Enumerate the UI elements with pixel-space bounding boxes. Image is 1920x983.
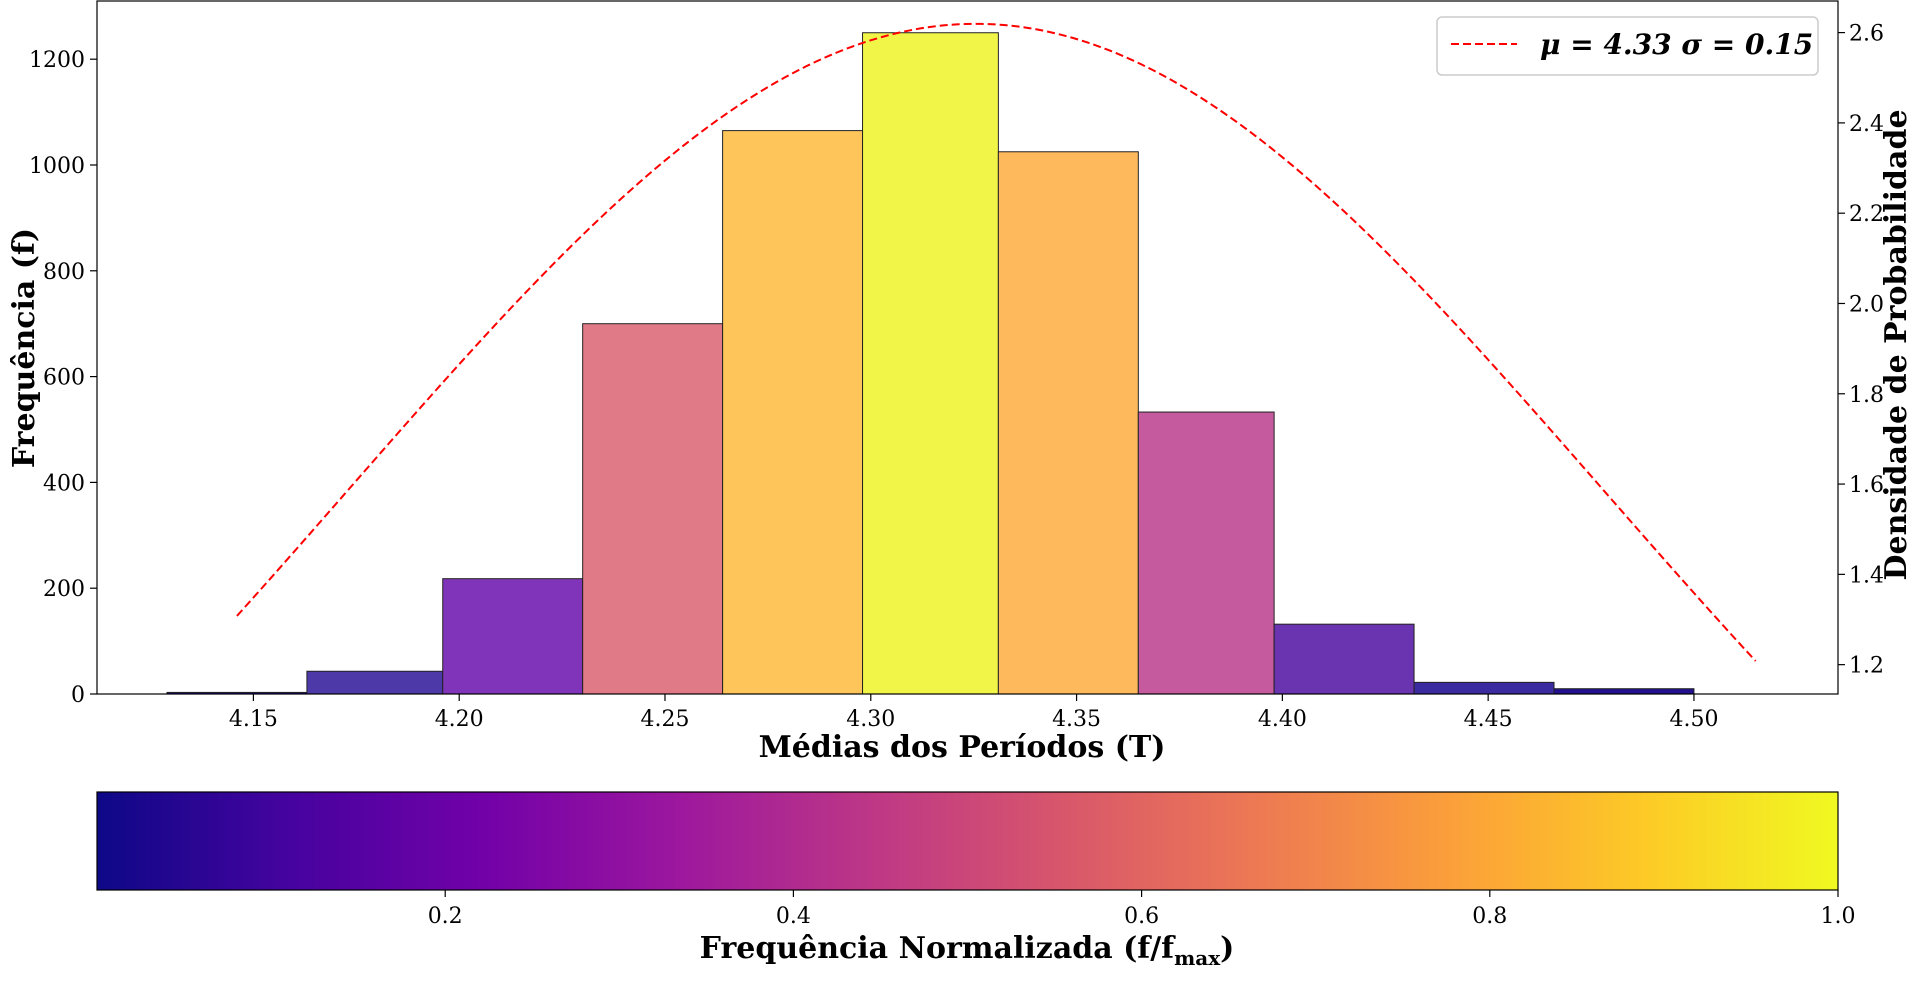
histogram-bar-9 (1273, 623, 1415, 695)
histogram-bar-2 (306, 670, 444, 695)
x-tick-label: 4.45 (1464, 707, 1513, 732)
legend-box (1436, 16, 1819, 76)
normal-pdf-curve (236, 22, 1757, 662)
y-tick-label: 200 (43, 577, 85, 602)
y2-tick-label: 2.0 (1849, 292, 1884, 317)
colorbar-tick-label: 1.0 (1821, 904, 1856, 929)
y2-tick-label: 1.6 (1849, 473, 1884, 498)
y2-tick-label: 1.2 (1849, 654, 1884, 679)
histogram-bars (166, 32, 1695, 695)
colorbar-tick-label: 0.8 (1472, 904, 1507, 929)
colorbar-tick-label: 0.6 (1124, 904, 1159, 929)
x-axis-ticks: 4.15 4.20 4.25 4.30 4.35 4.40 4.45 4.50 (229, 694, 1718, 732)
y2-tick-label: 2.2 (1849, 202, 1884, 227)
histogram-bar-8 (1137, 411, 1275, 695)
y-tick-label: 0 (71, 683, 85, 708)
histogram-bar-11 (1553, 688, 1695, 695)
y-axis-label: Frequência (f) (7, 228, 42, 468)
colorbar-label-end: ) (1220, 931, 1234, 966)
y2-tick-label: 1.8 (1849, 383, 1884, 408)
y-axis-ticks: 0 200 400 600 800 1000 1200 (29, 48, 97, 708)
y-tick-label: 1200 (29, 48, 85, 73)
plot-frame (96, 0, 1839, 695)
colorbar (96, 791, 1839, 891)
x-tick-label: 4.25 (640, 707, 689, 732)
x-axis-label: Médias dos Períodos (T) (759, 730, 1166, 765)
histogram-bar-6 (862, 32, 999, 695)
x-tick-label: 4.40 (1258, 707, 1307, 732)
legend-label: μ = 4.33 σ = 0.15 (1540, 28, 1813, 61)
colorbar-tick-label: 0.4 (776, 904, 811, 929)
histogram-bar-3 (442, 578, 584, 695)
histogram-bar-10 (1413, 681, 1555, 695)
colorbar-label: Frequência Normalizada (f/fmax) (700, 931, 1235, 970)
y2-tick-label: 2.6 (1849, 22, 1884, 47)
x-tick-label: 4.15 (229, 707, 278, 732)
y2-tick-label: 1.4 (1849, 563, 1884, 588)
y2-axis-ticks: 1.2 1.4 1.6 1.8 2.0 2.2 2.4 2.6 (1838, 22, 1884, 679)
x-tick-label: 4.50 (1669, 707, 1718, 732)
x-tick-label: 4.30 (846, 707, 895, 732)
y-tick-label: 400 (43, 471, 85, 496)
x-tick-label: 4.35 (1052, 707, 1101, 732)
histogram-bar-7 (997, 151, 1139, 695)
x-tick-label: 4.20 (435, 707, 484, 732)
y2-axis-label: Densidade de Probabilidade (1879, 109, 1914, 580)
colorbar-label-subscript: max (1174, 946, 1221, 970)
legend: μ = 4.33 σ = 0.15 (1436, 16, 1819, 76)
y-tick-label: 1000 (29, 154, 85, 179)
y2-tick-label: 2.4 (1849, 112, 1884, 137)
y-tick-label: 600 (43, 366, 85, 391)
histogram-bar-5 (722, 130, 864, 695)
histogram-bar-4 (582, 323, 724, 695)
y-tick-label: 800 (43, 260, 85, 285)
colorbar-tick-label: 0.2 (428, 904, 463, 929)
colorbar-ticks: 0.2 0.4 0.6 0.8 1.0 (428, 890, 1856, 929)
